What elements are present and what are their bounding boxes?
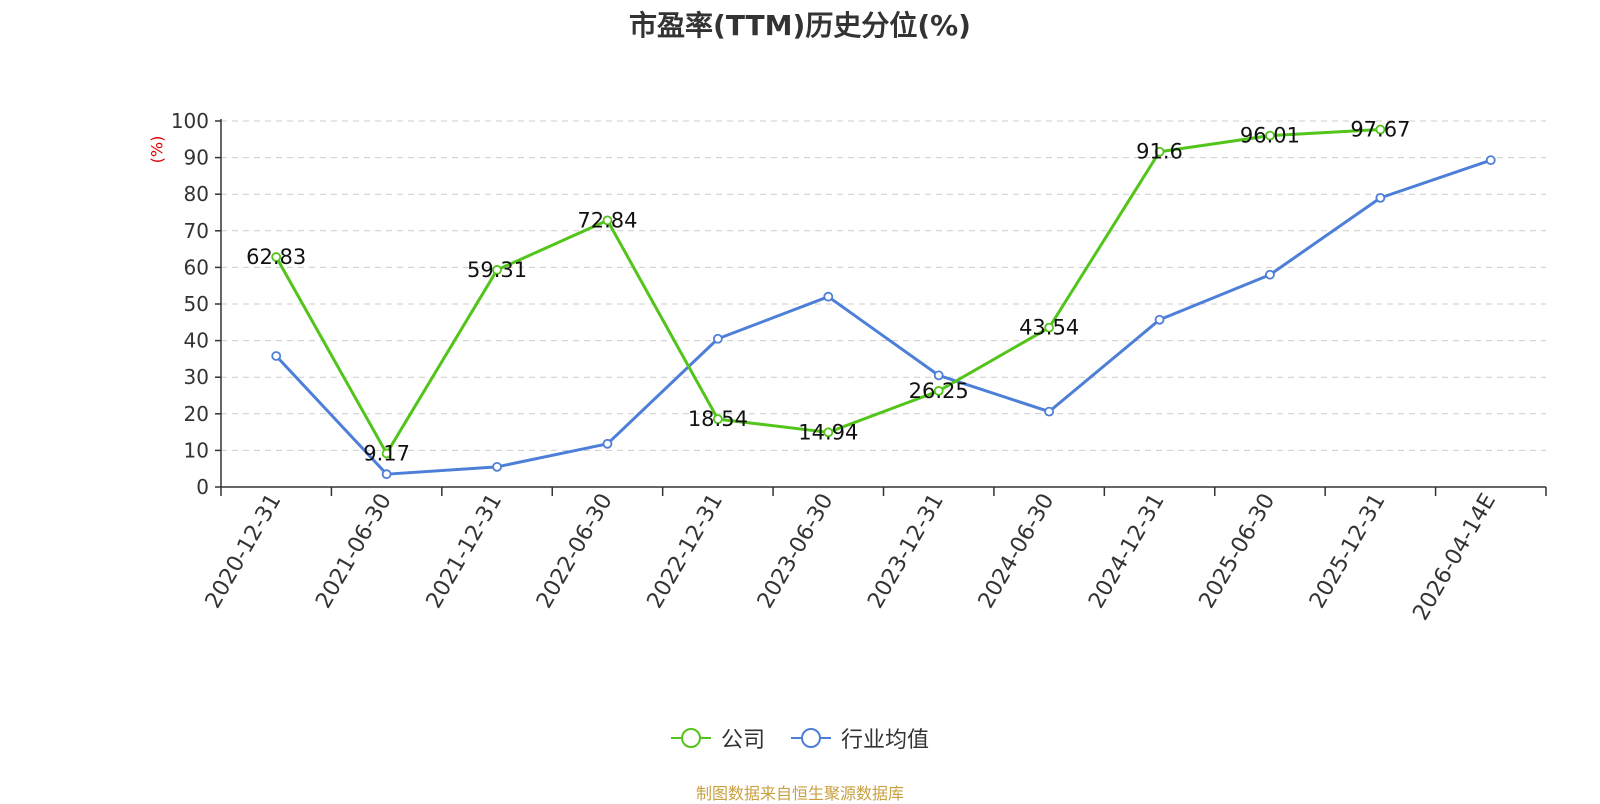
data-point-industry <box>1265 269 1275 280</box>
data-label-company: 97.67 <box>1350 118 1410 142</box>
x-tick-label: 2025-12-31 <box>1305 490 1391 613</box>
data-label-company: 43.54 <box>1019 316 1079 340</box>
y-tick-label: 20 <box>184 402 209 426</box>
data-label-company: 14.94 <box>798 420 858 444</box>
data-point-industry <box>492 461 502 472</box>
y-tick-label: 90 <box>184 146 209 170</box>
data-point-company <box>933 386 944 396</box>
legend-industry-marker-icon <box>791 728 831 748</box>
data-label-company: 26.25 <box>909 379 969 403</box>
data-point-company <box>1044 322 1055 333</box>
data-point-company <box>1154 146 1165 157</box>
data-point-industry <box>1154 314 1165 325</box>
data-label-company: 62.83 <box>246 245 306 269</box>
x-tick-label: 2021-12-31 <box>422 489 508 612</box>
source-note: 制图数据来自恒生聚源数据库 <box>695 784 904 803</box>
data-point-company <box>712 414 723 425</box>
x-tick-label: 2025-06-30 <box>1195 490 1281 613</box>
data-point-industry <box>1485 155 1496 166</box>
data-point-industry <box>1375 192 1386 203</box>
legend: 公司 行业均值 <box>0 722 1600 754</box>
data-point-industry <box>1044 406 1055 417</box>
data-point-company <box>1265 130 1275 141</box>
x-tick-label: 2020-12-31 <box>201 490 287 613</box>
y-tick-label: 30 <box>184 365 209 389</box>
x-tick-label: 2026-04-14E <box>1408 490 1501 625</box>
data-point-industry <box>602 438 613 449</box>
legend-label-industry: 行业均值 <box>841 728 930 753</box>
data-point-company <box>271 252 282 262</box>
data-point-company <box>381 448 392 459</box>
data-label-company: 59.31 <box>467 258 527 282</box>
x-tick-label: 2024-06-30 <box>974 490 1060 613</box>
y-tick-label: 40 <box>184 329 209 353</box>
legend-item-company[interactable]: 公司 <box>670 722 765 754</box>
x-tick-label: 2023-12-31 <box>863 489 949 612</box>
data-point-industry <box>823 291 834 302</box>
data-label-company: 9.17 <box>363 441 410 465</box>
y-tick-label: 80 <box>184 182 209 206</box>
x-tick-label: 2021-06-30 <box>311 490 397 613</box>
data-label-company: 72.84 <box>577 208 637 232</box>
y-tick-label: 0 <box>196 475 209 499</box>
x-tick-label: 2022-12-31 <box>642 490 728 613</box>
data-label-company: 18.54 <box>688 407 748 431</box>
series-line-company <box>274 128 1381 455</box>
legend-company-marker-icon <box>670 728 711 748</box>
data-point-company <box>1375 124 1386 135</box>
data-point-industry <box>381 469 392 480</box>
data-point-industry <box>933 370 944 381</box>
data-label-company: 91.6 <box>1136 140 1183 164</box>
data-label-company: 96.01 <box>1240 124 1300 148</box>
y-tick-label: 10 <box>184 438 209 462</box>
series-line-industry <box>275 158 1492 476</box>
data-point-company <box>602 215 613 226</box>
legend-label-company: 公司 <box>720 728 765 753</box>
legend-item-industry[interactable]: 行业均值 <box>791 722 929 754</box>
y-tick-label: 100 <box>171 109 209 133</box>
y-tick-label: 50 <box>184 292 209 316</box>
chart-title: 市盈率(TTM)历史分位(%) <box>629 9 971 42</box>
y-tick-label: 70 <box>184 219 209 243</box>
data-point-industry <box>712 333 723 344</box>
data-point-company <box>823 427 834 438</box>
y-tick-label: 60 <box>184 255 209 279</box>
data-point-industry <box>271 351 282 361</box>
x-tick-label: 2023-06-30 <box>753 490 839 613</box>
x-tick-label: 2024-12-31 <box>1084 490 1170 613</box>
x-tick-label: 2022-06-30 <box>532 490 618 613</box>
data-point-company <box>492 265 502 275</box>
